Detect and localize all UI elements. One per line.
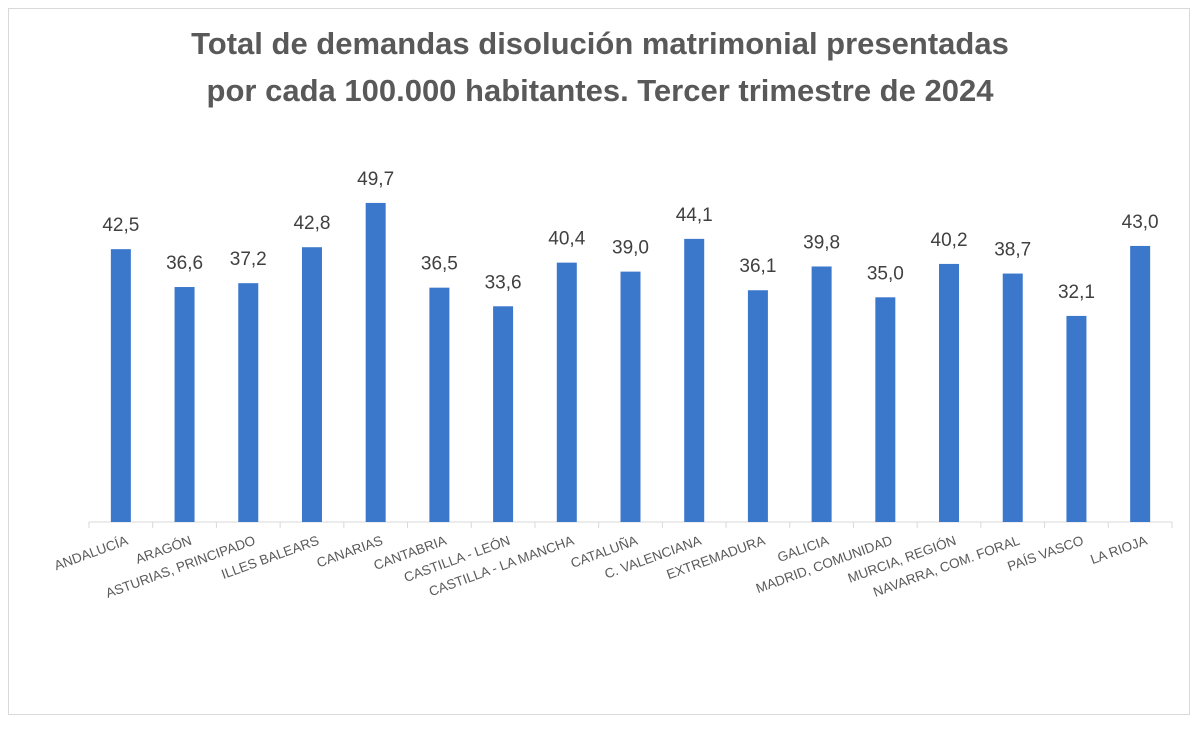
bar bbox=[110, 249, 131, 522]
data-label: 40,2 bbox=[931, 230, 968, 251]
bar bbox=[811, 266, 832, 522]
data-label: 42,5 bbox=[102, 215, 139, 236]
bar bbox=[875, 297, 896, 522]
bar bbox=[493, 306, 514, 522]
bar bbox=[1002, 273, 1023, 522]
data-label: 33,6 bbox=[485, 272, 522, 293]
data-label: 37,2 bbox=[230, 249, 267, 270]
data-label: 39,0 bbox=[612, 238, 649, 259]
bar bbox=[1130, 245, 1151, 522]
data-label: 35,0 bbox=[867, 263, 904, 284]
data-label: 38,7 bbox=[994, 240, 1031, 261]
data-label: 32,1 bbox=[1058, 282, 1095, 303]
data-label: 39,8 bbox=[803, 232, 840, 253]
chart-frame bbox=[8, 8, 1190, 715]
data-label: 36,1 bbox=[739, 256, 776, 277]
data-label: 36,6 bbox=[166, 253, 203, 274]
bar bbox=[174, 287, 195, 522]
bar bbox=[365, 202, 386, 522]
data-label: 43,0 bbox=[1122, 212, 1159, 233]
data-label: 49,7 bbox=[357, 169, 394, 190]
bar bbox=[1066, 315, 1087, 522]
chart-title-line-2: por cada 100.000 habitantes. Tercer trim… bbox=[206, 73, 994, 108]
bar bbox=[429, 287, 450, 522]
bar bbox=[939, 263, 960, 522]
bar bbox=[620, 271, 641, 522]
data-label: 44,1 bbox=[676, 205, 713, 226]
bar bbox=[301, 247, 322, 522]
data-label: 42,8 bbox=[293, 213, 330, 234]
bar bbox=[684, 238, 705, 523]
chart-title-line-1: Total de demandas disolución matrimonial… bbox=[191, 26, 1009, 61]
category-label: ANDALUCÍA bbox=[52, 533, 130, 574]
bar bbox=[747, 290, 768, 522]
data-label: 40,4 bbox=[548, 229, 585, 250]
data-label: 36,5 bbox=[421, 254, 458, 275]
category-label: LA RIOJA bbox=[1088, 533, 1149, 567]
bar bbox=[238, 283, 259, 522]
bar bbox=[556, 262, 577, 522]
